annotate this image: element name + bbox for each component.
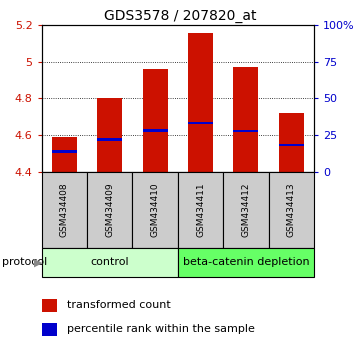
Text: GSM434411: GSM434411 (196, 182, 205, 237)
Bar (234, 130, 258, 132)
Bar (52, 150, 77, 153)
Text: control: control (90, 257, 129, 267)
Bar (143, 69, 168, 172)
Bar (97, 138, 122, 141)
Text: transformed count: transformed count (67, 301, 171, 310)
FancyBboxPatch shape (269, 172, 314, 248)
Bar (188, 122, 213, 124)
Text: beta-catenin depletion: beta-catenin depletion (183, 257, 309, 267)
FancyBboxPatch shape (178, 172, 223, 248)
FancyBboxPatch shape (42, 248, 178, 277)
Bar (97, 98, 122, 172)
FancyBboxPatch shape (132, 172, 178, 248)
Bar (143, 129, 168, 132)
FancyBboxPatch shape (178, 248, 314, 277)
Text: GSM434413: GSM434413 (287, 182, 296, 237)
Bar (42, 323, 57, 336)
Text: GSM434412: GSM434412 (242, 183, 251, 237)
Text: GSM434410: GSM434410 (151, 182, 160, 237)
Bar (52, 137, 77, 172)
FancyBboxPatch shape (87, 172, 132, 248)
Text: protocol: protocol (2, 257, 47, 267)
FancyBboxPatch shape (42, 172, 87, 248)
Text: GSM434408: GSM434408 (60, 182, 69, 237)
Bar (279, 144, 304, 146)
Bar (188, 33, 213, 172)
Bar (42, 299, 57, 312)
FancyBboxPatch shape (223, 172, 269, 248)
Text: GSM434409: GSM434409 (105, 182, 114, 237)
Bar (279, 113, 304, 172)
Text: GDS3578 / 207820_at: GDS3578 / 207820_at (104, 9, 257, 23)
Text: ▶: ▶ (34, 257, 42, 267)
Text: percentile rank within the sample: percentile rank within the sample (67, 325, 255, 335)
Bar (234, 67, 258, 172)
